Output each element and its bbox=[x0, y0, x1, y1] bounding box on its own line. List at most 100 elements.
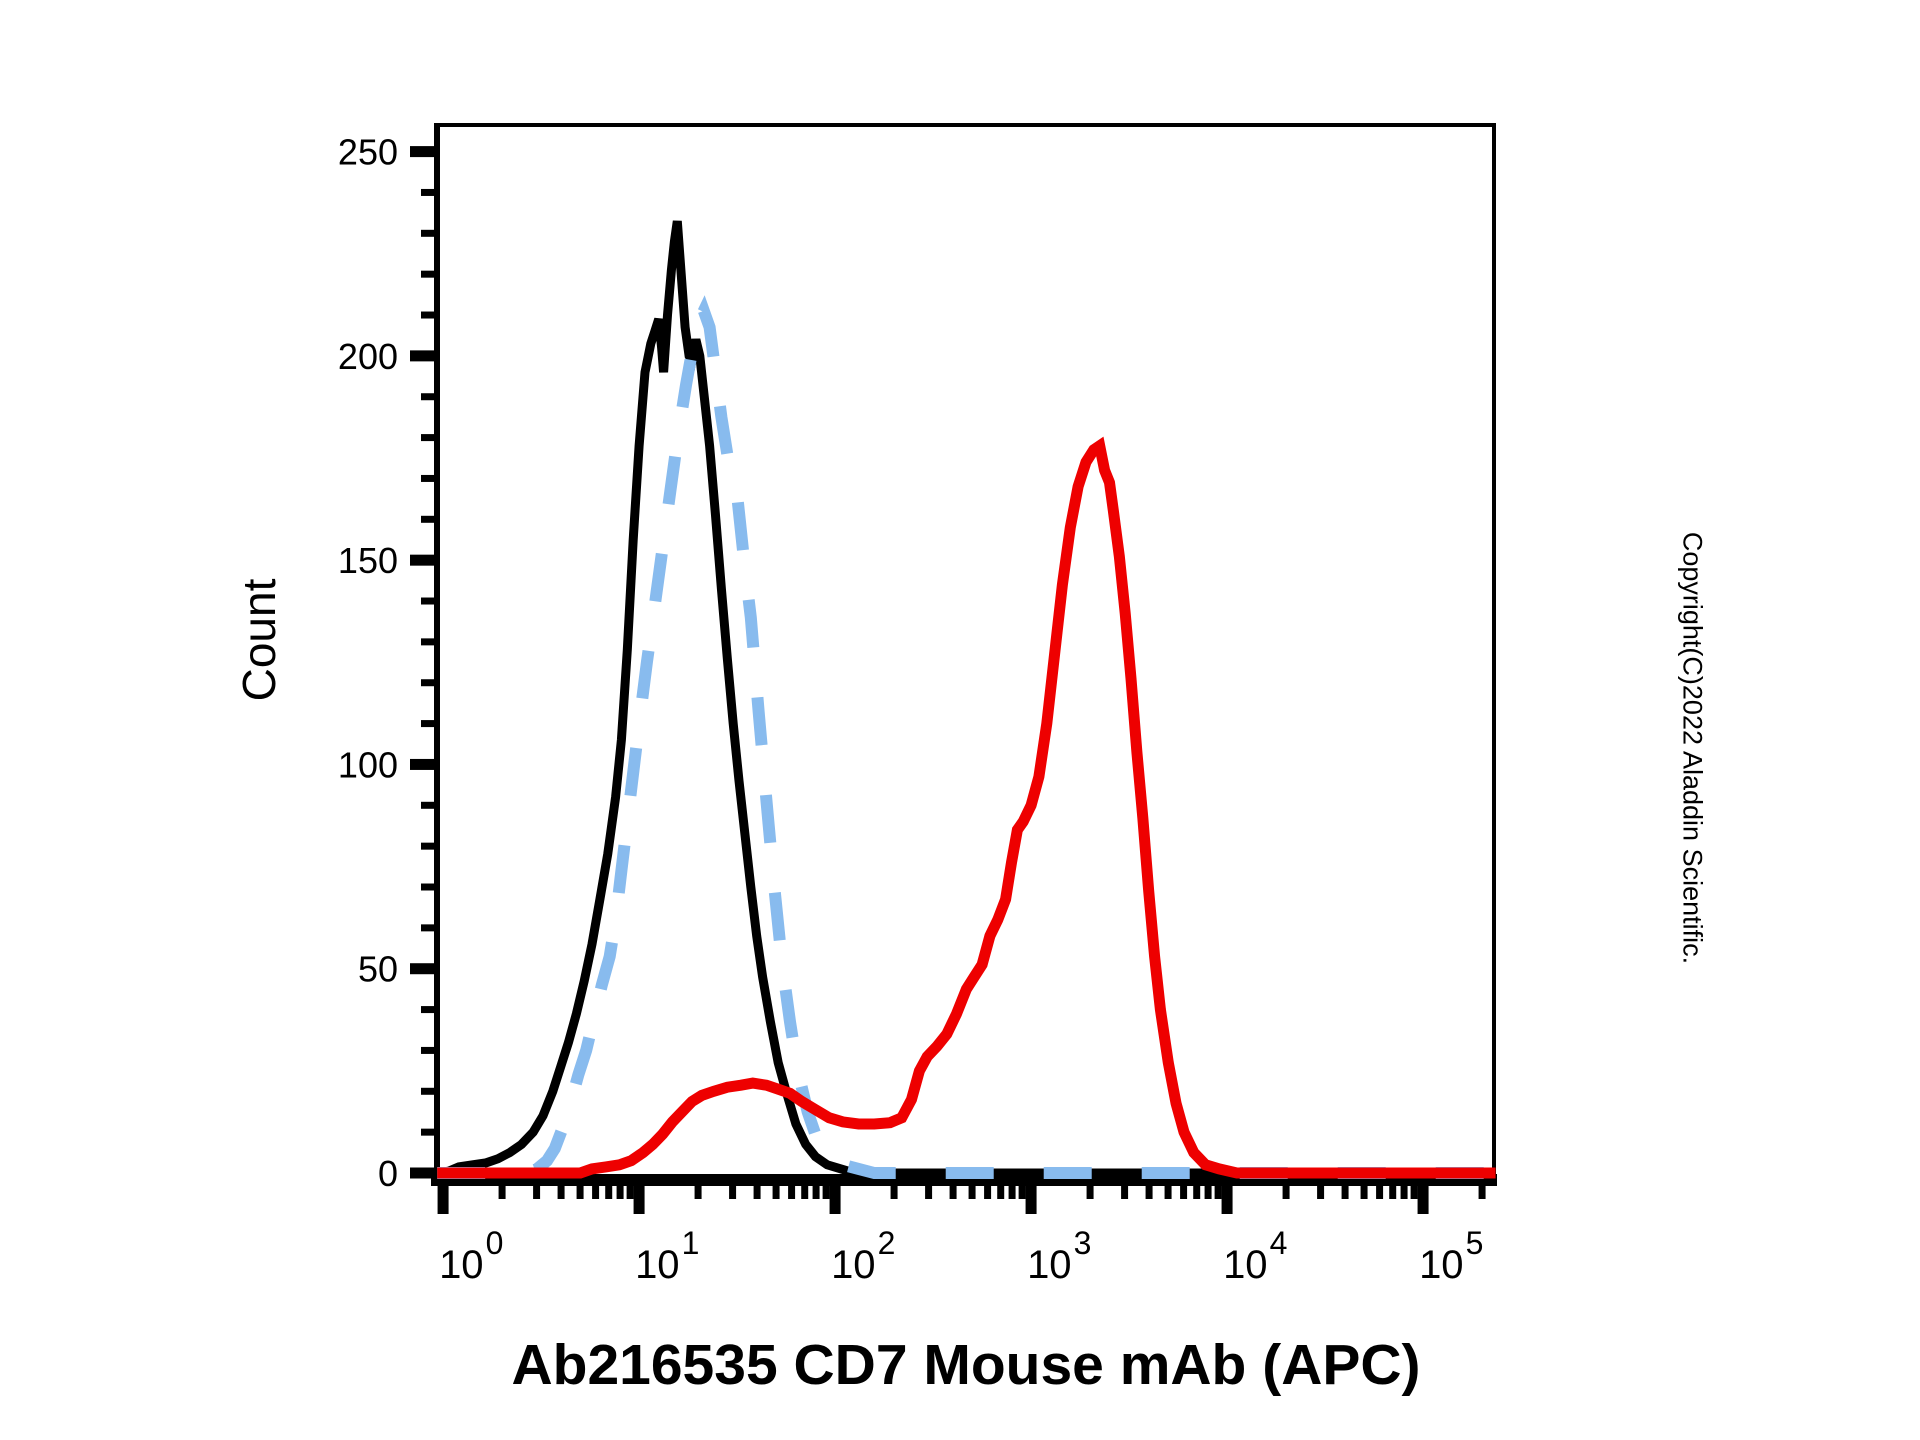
y-minor-tick bbox=[421, 393, 434, 401]
x-minor-tick bbox=[968, 1186, 976, 1199]
y-axis-title: Count bbox=[233, 578, 285, 702]
y-tick-label: 150 bbox=[338, 540, 398, 581]
y-minor-tick bbox=[421, 1128, 434, 1136]
x-minor-tick bbox=[557, 1186, 565, 1199]
x-minor-tick bbox=[925, 1186, 933, 1199]
x-tick-label: 102 bbox=[831, 1225, 895, 1287]
y-minor-tick bbox=[421, 270, 434, 278]
x-minor-tick bbox=[1018, 1186, 1026, 1199]
y-major-tick bbox=[410, 554, 434, 566]
x-minor-tick bbox=[997, 1186, 1005, 1199]
x-minor-tick bbox=[1376, 1186, 1384, 1199]
x-major-tick bbox=[1417, 1186, 1429, 1214]
y-minor-tick bbox=[421, 1046, 434, 1054]
x-major-tick bbox=[829, 1186, 841, 1214]
x-tick-exponent: 1 bbox=[682, 1225, 700, 1261]
x-minor-tick bbox=[822, 1186, 830, 1199]
x-tick-exponent: 2 bbox=[878, 1225, 896, 1261]
y-tick-label: 200 bbox=[338, 336, 398, 377]
y-minor-tick bbox=[421, 515, 434, 523]
x-minor-tick bbox=[694, 1186, 702, 1199]
y-minor-tick bbox=[421, 883, 434, 891]
x-minor-tick bbox=[1086, 1186, 1094, 1199]
y-tick-label: 50 bbox=[358, 949, 398, 990]
x-minor-tick bbox=[533, 1186, 541, 1199]
x-minor-tick bbox=[984, 1186, 992, 1199]
x-minor-tick bbox=[1180, 1186, 1188, 1199]
x-minor-tick bbox=[801, 1186, 809, 1199]
x-minor-tick bbox=[729, 1186, 737, 1199]
x-tick-exponent: 4 bbox=[1270, 1225, 1288, 1261]
x-tick-label: 104 bbox=[1223, 1225, 1287, 1287]
plot-border-right bbox=[1492, 123, 1496, 1186]
x-minor-tick bbox=[1410, 1186, 1418, 1199]
x-major-tick bbox=[1221, 1186, 1233, 1214]
x-minor-tick bbox=[498, 1186, 506, 1199]
y-major-tick bbox=[410, 963, 434, 975]
x-tick-exponent: 5 bbox=[1466, 1225, 1484, 1261]
x-minor-tick bbox=[1214, 1186, 1222, 1199]
x-minor-tick bbox=[616, 1186, 624, 1199]
x-minor-tick bbox=[1341, 1186, 1349, 1199]
x-minor-tick bbox=[772, 1186, 780, 1199]
x-minor-tick bbox=[1400, 1186, 1408, 1199]
y-minor-tick bbox=[421, 679, 434, 687]
x-minor-tick bbox=[1317, 1186, 1325, 1199]
y-minor-tick bbox=[421, 474, 434, 482]
y-minor-tick bbox=[421, 1006, 434, 1014]
x-minor-tick bbox=[753, 1186, 761, 1199]
x-minor-tick bbox=[1282, 1186, 1290, 1199]
x-minor-tick bbox=[1360, 1186, 1368, 1199]
x-tick-label: 100 bbox=[439, 1225, 503, 1287]
red-solid-curve bbox=[437, 436, 1496, 1179]
x-tick-label: 101 bbox=[635, 1225, 699, 1287]
y-major-tick bbox=[410, 758, 434, 770]
y-major-tick bbox=[410, 350, 434, 362]
y-minor-tick bbox=[421, 720, 434, 728]
x-minor-tick bbox=[605, 1186, 613, 1199]
x-minor-tick bbox=[1121, 1186, 1129, 1199]
x-tick-label: 103 bbox=[1027, 1225, 1091, 1287]
x-minor-tick bbox=[890, 1186, 898, 1199]
y-tick-label: 0 bbox=[378, 1153, 398, 1194]
y-tick-label: 100 bbox=[338, 744, 398, 785]
copyright-text: Copyright(C)2022 Aladdin Scientific. bbox=[1677, 531, 1708, 965]
x-minor-tick bbox=[626, 1186, 634, 1199]
y-major-tick bbox=[410, 1167, 434, 1179]
x-major-tick bbox=[437, 1186, 449, 1214]
y-minor-tick bbox=[421, 434, 434, 442]
y-minor-tick bbox=[421, 638, 434, 646]
plot-border-top bbox=[434, 123, 1496, 127]
y-minor-tick bbox=[421, 188, 434, 196]
x-tick-exponent: 3 bbox=[1074, 1225, 1092, 1261]
x-minor-tick bbox=[1008, 1186, 1016, 1199]
blue-dashed-curve bbox=[437, 295, 1496, 1179]
y-minor-tick bbox=[421, 842, 434, 850]
x-minor-tick bbox=[1145, 1186, 1153, 1199]
y-minor-tick bbox=[421, 229, 434, 237]
y-minor-tick bbox=[421, 924, 434, 932]
y-minor-tick bbox=[421, 311, 434, 319]
x-minor-tick bbox=[949, 1186, 957, 1199]
x-tick-label: 105 bbox=[1419, 1225, 1483, 1287]
x-minor-tick bbox=[1164, 1186, 1172, 1199]
x-minor-tick bbox=[576, 1186, 584, 1199]
y-tick-label: 250 bbox=[338, 132, 398, 173]
y-axis-line bbox=[434, 123, 440, 1186]
x-minor-tick bbox=[1389, 1186, 1397, 1199]
x-minor-tick bbox=[1193, 1186, 1201, 1199]
x-minor-tick bbox=[812, 1186, 820, 1199]
y-minor-tick bbox=[421, 1087, 434, 1095]
x-minor-tick bbox=[788, 1186, 796, 1199]
chart-title: Ab216535 CD7 Mouse mAb (APC) bbox=[511, 1333, 1421, 1397]
x-minor-tick bbox=[1478, 1186, 1486, 1199]
x-minor-tick bbox=[592, 1186, 600, 1199]
x-major-tick bbox=[1025, 1186, 1037, 1214]
x-major-tick bbox=[633, 1186, 645, 1214]
x-tick-exponent: 0 bbox=[486, 1225, 504, 1261]
x-minor-tick bbox=[1204, 1186, 1212, 1199]
y-major-tick bbox=[410, 146, 434, 158]
y-minor-tick bbox=[421, 597, 434, 605]
